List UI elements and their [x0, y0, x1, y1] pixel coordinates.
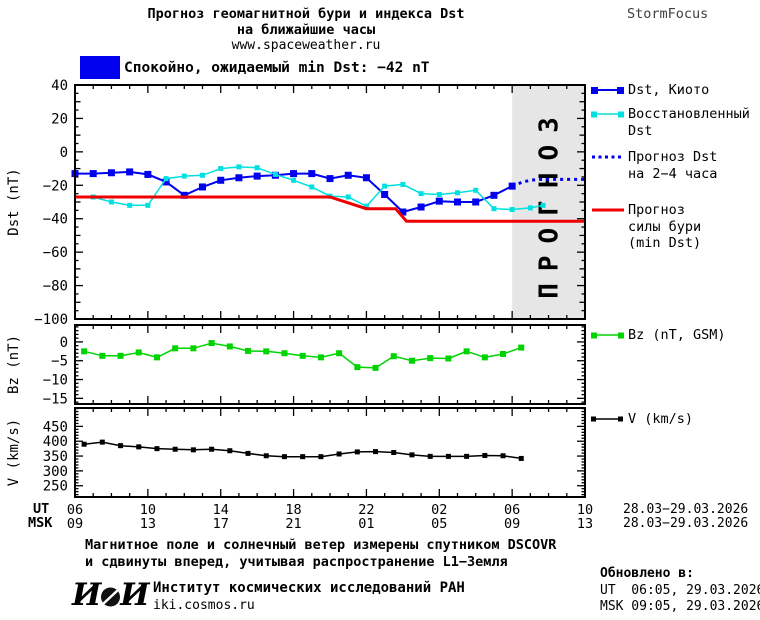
legend-label-storm-line2: силы бури: [628, 218, 702, 235]
legend-marker-storm-strength: [592, 208, 624, 212]
x-tick-ut-6: 06: [504, 502, 521, 518]
status-text: Спокойно, ожидаемый min Dst: −42 nT: [124, 59, 430, 76]
legend-label-recovered-line1: Восстановленный: [628, 106, 750, 122]
iki-logo-right: И: [120, 577, 150, 613]
legend-item-v: V (km/s): [591, 411, 693, 428]
ut-date-range: 28.03−29.03.2026: [623, 502, 749, 517]
x-tick-ut-1: 10: [139, 502, 156, 518]
svg-text:20: 20: [51, 111, 68, 127]
legend-marker-forecast-dst: [592, 155, 624, 159]
x-tick-ut-4: 22: [358, 502, 375, 518]
legend-item-storm-strength: Прогноз силы бури (min Dst): [591, 202, 701, 252]
page-title-line2: на ближайшие часы: [236, 22, 376, 38]
svg-text:−5: −5: [51, 354, 68, 370]
status-swatch: [80, 56, 120, 79]
updated-msk: MSK 09:05, 29.03.2026: [600, 599, 760, 614]
legend-label-forecast-line2: на 2−4 часа: [628, 165, 718, 182]
institute-site: iki.cosmos.ru: [153, 598, 255, 613]
x-tick-msk-2: 17: [212, 515, 229, 532]
x-tick-ut-3: 18: [285, 502, 302, 518]
legend-label-storm-strength: Прогноз силы бури (min Dst): [628, 202, 701, 252]
svg-text:−10: −10: [43, 373, 68, 389]
x-tick-ut-5: 02: [431, 502, 448, 518]
legend-label-forecast-line1: Прогноз Dst: [628, 149, 718, 165]
updated-ut: UT 06:05, 29.03.2026: [600, 583, 760, 598]
x-tick-msk-1: 13: [139, 515, 156, 532]
iki-logo-circle-icon: [101, 587, 121, 607]
legend-label-dst-kyoto: Dst, Киото: [628, 82, 710, 98]
svg-text:350: 350: [43, 449, 68, 465]
brand-text: StormFocus: [627, 6, 709, 22]
status-banner: Спокойно, ожидаемый min Dst: −42 nT: [80, 56, 430, 79]
svg-text:300: 300: [43, 464, 68, 480]
ut-row-label: UT: [33, 501, 50, 517]
svg-text:V (km/s): V (km/s): [6, 419, 22, 486]
svg-text:−60: −60: [43, 245, 68, 261]
legend-item-recovered-dst: Восстановленный Dst: [591, 106, 750, 139]
page-title-line1: Прогноз геомагнитной бури и индекса Dst: [147, 6, 465, 22]
institute-name: Институт космических исследований РАН: [153, 580, 465, 596]
x-tick-msk-6: 09: [504, 515, 521, 532]
svg-text:−40: −40: [43, 212, 68, 228]
legend-marker-v: [591, 416, 623, 422]
x-tick-msk-0: 09: [66, 515, 84, 532]
legend-marker-dst-kyoto: [591, 87, 624, 94]
svg-text:−15: −15: [43, 391, 68, 407]
x-tick-msk-7: 13: [576, 515, 594, 532]
svg-text:250: 250: [43, 479, 68, 495]
svg-text:ПРОГНОЗ: ПРОГНОЗ: [535, 105, 565, 299]
legend-item-bz: Bz (nT, GSM): [591, 327, 726, 344]
legend-label-recovered-dst: Восстановленный Dst: [628, 106, 750, 139]
chart-header: Прогноз геомагнитной бури и индекса Dst …: [60, 6, 552, 53]
footnote-line2: и сдвинуты вперед, учитывая распростране…: [85, 554, 508, 570]
legend-label-v: V (km/s): [628, 411, 694, 427]
x-tick-msk-3: 21: [285, 515, 302, 532]
legend-label-bz: Bz (nT, GSM): [628, 327, 726, 343]
x-tick-msk-4: 01: [358, 515, 375, 532]
legend-marker-bz: [591, 332, 624, 339]
iki-logo: И И: [72, 580, 150, 611]
svg-text:400: 400: [43, 434, 68, 450]
legend-label-storm-line1: Прогноз: [628, 202, 685, 218]
x-tick-ut-7: 10: [576, 502, 594, 518]
svg-text:Dst (nT): Dst (nT): [6, 168, 22, 235]
site-url-text: www.spaceweather.ru: [231, 38, 381, 53]
updated-label: Обновлено в:: [600, 566, 694, 581]
legend-marker-recovered-dst: [591, 111, 624, 118]
x-tick-msk-5: 05: [431, 515, 448, 532]
legend-label-storm-line3: (min Dst): [628, 235, 702, 251]
svg-text:−20: −20: [43, 178, 68, 194]
x-tick-ut-0: 06: [66, 502, 84, 518]
msk-date-range: 28.03−29.03.2026: [623, 515, 749, 531]
svg-text:−80: −80: [43, 279, 68, 295]
legend-label-forecast-dst: Прогноз Dst на 2−4 часа: [628, 149, 717, 182]
msk-row-label: MSK: [28, 514, 53, 531]
iki-logo-left: И: [72, 577, 102, 613]
svg-text:−100: −100: [34, 312, 68, 328]
x-tick-ut-2: 14: [212, 502, 229, 518]
legend-item-forecast-dst: Прогноз Dst на 2−4 часа: [591, 149, 717, 182]
svg-text:450: 450: [43, 419, 68, 435]
svg-text:0: 0: [60, 335, 68, 351]
legend-label-recovered-line2: Dst: [628, 122, 653, 139]
legend-item-dst-kyoto: Dst, Киото: [591, 82, 709, 99]
footnote-line1: Магнитное поле и солнечный ветер измерен…: [85, 537, 557, 553]
svg-text:40: 40: [51, 78, 68, 94]
svg-text:Bz (nT): Bz (nT): [6, 335, 22, 394]
svg-text:0: 0: [60, 145, 68, 161]
